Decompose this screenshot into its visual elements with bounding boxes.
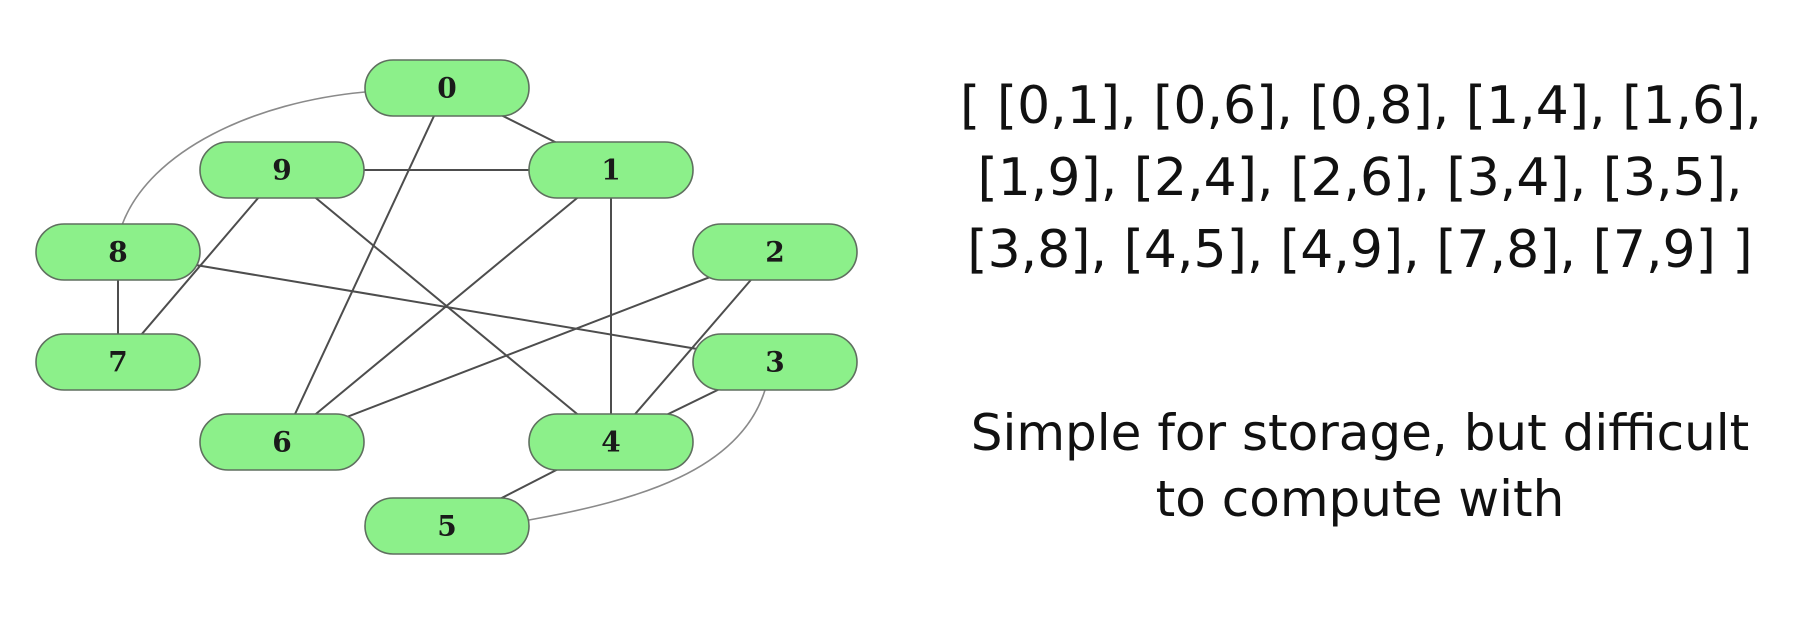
node-label-4: 4 <box>601 426 620 459</box>
node-shape-1 <box>528 141 694 199</box>
graph-node-6: 6 <box>199 413 365 471</box>
edge-list-line-3: [3,8], [4,5], [4,9], [7,8], [7,9] ] <box>967 220 1753 280</box>
graph-nodes: 0 1 2 3 4 5 6 7 8 9 <box>35 59 858 555</box>
graph-node-0: 0 <box>364 59 530 117</box>
node-label-7: 7 <box>108 346 127 379</box>
graph-node-9: 9 <box>199 141 365 199</box>
node-label-0: 0 <box>437 72 456 105</box>
node-label-8: 8 <box>108 236 127 269</box>
graph-node-2: 2 <box>692 223 858 281</box>
node-label-9: 9 <box>272 154 291 187</box>
caption-line-2: to compute with <box>1155 470 1565 528</box>
edge-7-9 <box>117 169 283 363</box>
node-shape-7 <box>35 333 201 391</box>
graph-node-3: 3 <box>692 333 858 391</box>
node-label-1: 1 <box>601 154 620 187</box>
node-shape-0 <box>364 59 530 117</box>
edge-list-line-2: [1,9], [2,4], [2,6], [3,4], [3,5], <box>977 148 1743 208</box>
graph-node-1: 1 <box>528 141 694 199</box>
edge-0-6 <box>281 87 448 443</box>
caption: Simple for storage, but difficult to com… <box>960 400 1760 532</box>
node-shape-4 <box>528 413 694 471</box>
node-shape-5 <box>364 497 530 555</box>
graph-diagram: 0 1 2 3 4 5 6 7 8 9 <box>35 59 858 555</box>
node-shape-6 <box>199 413 365 471</box>
graph-node-8: 8 <box>35 223 201 281</box>
edge-4-9 <box>281 169 612 443</box>
node-label-6: 6 <box>272 426 291 459</box>
node-shape-8 <box>35 223 201 281</box>
graph-node-5: 5 <box>364 497 530 555</box>
graph-node-4: 4 <box>528 413 694 471</box>
node-label-5: 5 <box>437 510 456 543</box>
edge-list-line-1: [ [0,1], [0,6], [0,8], [1,4], [1,6], <box>960 76 1762 136</box>
edge-0-8 <box>121 91 366 226</box>
caption-line-1: Simple for storage, but difficult <box>970 404 1750 462</box>
node-label-3: 3 <box>765 346 784 379</box>
edge-2-4 <box>610 251 776 443</box>
edge-list: [ [0,1], [0,6], [0,8], [1,4], [1,6], [1,… <box>960 70 1762 286</box>
node-label-2: 2 <box>765 236 784 269</box>
edge-2-6 <box>281 251 776 443</box>
node-shape-2 <box>692 223 858 281</box>
graph-node-7: 7 <box>35 333 201 391</box>
node-shape-9 <box>199 141 365 199</box>
edge-3-5 <box>528 389 766 521</box>
node-shape-3 <box>692 333 858 391</box>
